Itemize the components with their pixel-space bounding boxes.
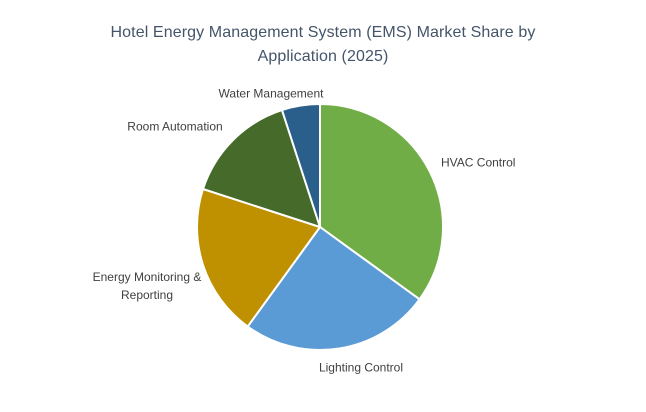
chart-title: Hotel Energy Management System (EMS) Mar…	[0, 21, 646, 69]
slice-label-water-management: Water Management	[218, 86, 324, 101]
pie-slice-hvac-control	[319, 103, 444, 301]
pie-slice-energy-monitoring-reporting	[196, 187, 321, 328]
slice-label-lighting-control: Lighting Control	[318, 360, 404, 375]
chart-title-line-2: Application (2025)	[257, 48, 389, 65]
slice-label-energy-monitoring-reporting: Energy Monitoring & Reporting	[92, 270, 202, 302]
pie-slice-water-management	[280, 103, 321, 228]
slice-label-hvac-control: HVAC Control	[441, 155, 516, 170]
chart-title-line-1: Hotel Energy Management System (EMS) Mar…	[110, 24, 536, 41]
slice-label-room-automation: Room Automation	[127, 119, 223, 134]
pie-slice-lighting-control	[246, 226, 421, 351]
